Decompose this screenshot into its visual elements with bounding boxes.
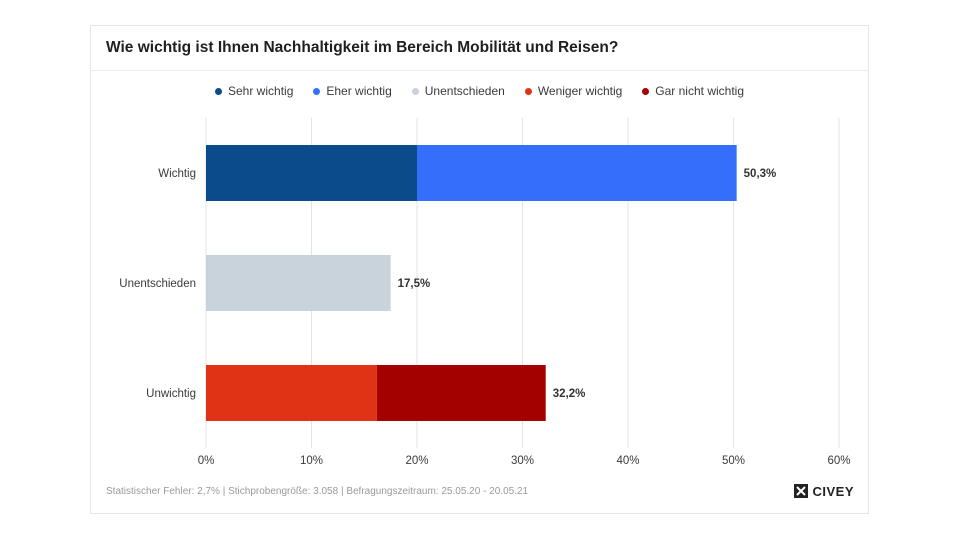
chart-card: Wie wichtig ist Ihnen Nachhaltigkeit im … bbox=[90, 25, 869, 514]
legend-item: Gar nicht wichtig bbox=[642, 84, 744, 98]
bar-total-label: 17,5% bbox=[398, 278, 431, 290]
x-tick-label: 60% bbox=[827, 455, 850, 467]
legend-swatch bbox=[524, 87, 532, 95]
category-label: Wichtig bbox=[158, 168, 196, 180]
category-label: Unentschieden bbox=[119, 278, 196, 290]
legend-swatch bbox=[313, 87, 321, 95]
legend-label: Unentschieden bbox=[424, 84, 505, 98]
chart-title: Wie wichtig ist Ihnen Nachhaltigkeit im … bbox=[106, 39, 619, 56]
chart-plot: 0% 10% 20% 30% 40% 50% 60% Wichtig 50,3% Unentsch… bbox=[119, 118, 851, 467]
chart-legend: Sehr wichtig Eher wichtig Unentschieden Wen… bbox=[91, 84, 868, 98]
x-tick-label: 20% bbox=[405, 455, 428, 467]
legend-swatch bbox=[215, 87, 222, 95]
civey-logo: CIVEY bbox=[793, 483, 854, 499]
legend-label: Weniger wichtig bbox=[537, 84, 623, 98]
x-tick-label: 40% bbox=[616, 455, 639, 467]
bar-segment bbox=[417, 145, 737, 201]
bar-segment bbox=[376, 365, 546, 421]
title-divider bbox=[91, 70, 868, 71]
bar-total-label: 50,3% bbox=[744, 168, 777, 180]
bar-segment bbox=[206, 145, 417, 201]
legend-item: Sehr wichtig bbox=[215, 84, 293, 98]
legend-swatch bbox=[411, 87, 419, 95]
legend-label: Gar nicht wichtig bbox=[655, 84, 744, 98]
category-label: Unwichtig bbox=[146, 388, 196, 400]
bar-segment bbox=[206, 255, 391, 311]
bar-total-label: 32,2% bbox=[553, 388, 586, 400]
legend-item: Weniger wichtig bbox=[524, 84, 623, 98]
legend-item: Eher wichtig bbox=[313, 84, 392, 98]
survey-footnote: Statistischer Fehler: 2,7% | Stichproben… bbox=[106, 486, 529, 497]
bar-segment bbox=[206, 365, 377, 421]
x-tick-label: 50% bbox=[722, 455, 745, 467]
legend-label: Eher wichtig bbox=[326, 84, 392, 98]
legend-swatch bbox=[642, 87, 650, 95]
x-tick-label: 0% bbox=[198, 455, 215, 467]
x-tick-label: 10% bbox=[300, 455, 323, 467]
legend-item: Unentschieden bbox=[411, 84, 505, 98]
legend-label: Sehr wichtig bbox=[228, 84, 294, 98]
civey-logo-icon bbox=[794, 484, 809, 498]
x-tick-label: 30% bbox=[511, 455, 534, 467]
civey-logo-text: CIVEY bbox=[812, 483, 854, 499]
